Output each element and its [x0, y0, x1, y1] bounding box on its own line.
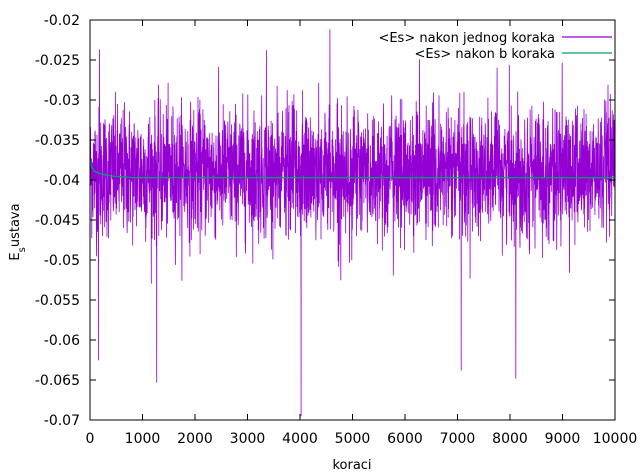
y-tick-label: -0.02: [44, 13, 80, 29]
x-tick-label: 2000: [177, 431, 213, 447]
y-axis-label-sub: s: [17, 247, 28, 252]
x-tick-label: 1000: [125, 431, 161, 447]
y-tick-label: -0.025: [35, 53, 80, 69]
y-tick-label: -0.07: [44, 413, 80, 429]
y-axis-label-rest: ustava: [8, 203, 23, 247]
x-tick-label: 7000: [440, 431, 476, 447]
x-tick-label: 0: [86, 431, 95, 447]
y-axis-label: Esustava: [8, 203, 28, 260]
series-2-line: [89, 159, 615, 179]
x-tick-label: 6000: [387, 431, 423, 447]
y-tick-label: -0.035: [35, 133, 80, 149]
legend: <Es> nakon jednog koraka <Es> nakon b ko…: [378, 31, 612, 62]
legend-label-series-2: <Es> nakon b koraka: [415, 47, 555, 62]
axes-layer: 0 1000 2000 3000 4000 5000 6000 7000 8000 9000 100…: [35, 13, 637, 447]
legend-label-series-1: <Es> nakon jednog koraka: [378, 31, 555, 46]
y-tick-label: -0.06: [44, 333, 80, 349]
x-tick-label: 3000: [230, 431, 266, 447]
y-tick-label: -0.03: [44, 93, 80, 109]
x-tick-label: 5000: [335, 431, 371, 447]
y-tick-label: -0.055: [35, 293, 80, 309]
x-tick-label: 9000: [545, 431, 581, 447]
x-tick-label: 10000: [593, 431, 638, 447]
y-tick-label: -0.065: [35, 373, 80, 389]
y-axis-label-main: E: [8, 252, 23, 260]
series-1-line: [89, 29, 616, 417]
y-tick-label: -0.05: [44, 253, 80, 269]
y-tick-label: -0.04: [44, 173, 80, 189]
x-axis-label: koraci: [332, 458, 371, 473]
y-tick-label: -0.045: [35, 213, 80, 229]
x-tick-label: 4000: [282, 431, 318, 447]
data-layer: [89, 29, 616, 417]
x-tick-label: 8000: [492, 431, 528, 447]
